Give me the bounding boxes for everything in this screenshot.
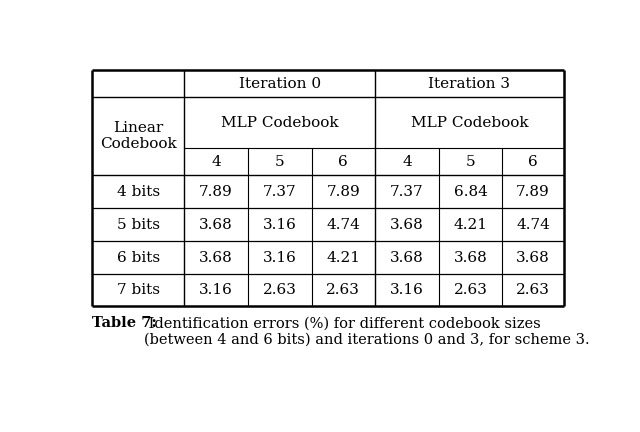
Text: 3.68: 3.68 — [390, 218, 424, 232]
Text: 3.68: 3.68 — [454, 251, 488, 265]
Text: 6: 6 — [339, 155, 348, 168]
Text: 6 bits: 6 bits — [116, 251, 160, 265]
Text: 5 bits: 5 bits — [117, 218, 160, 232]
Text: 7.37: 7.37 — [263, 185, 296, 199]
Text: 7.37: 7.37 — [390, 185, 424, 199]
Text: 6.84: 6.84 — [454, 185, 488, 199]
Text: 7.89: 7.89 — [516, 185, 550, 199]
Text: 3.16: 3.16 — [263, 251, 296, 265]
Text: 2.63: 2.63 — [326, 283, 360, 297]
Text: 4: 4 — [402, 155, 412, 168]
Text: Identification errors (%) for different codebook sizes
(between 4 and 6 bits) an: Identification errors (%) for different … — [145, 316, 590, 346]
Text: 4.21: 4.21 — [454, 218, 488, 232]
Text: 6: 6 — [528, 155, 538, 168]
Text: MLP Codebook: MLP Codebook — [221, 116, 339, 130]
Text: Iteration 0: Iteration 0 — [239, 77, 321, 91]
Text: 4 bits: 4 bits — [116, 185, 160, 199]
Text: 2.63: 2.63 — [516, 283, 550, 297]
Text: 4.74: 4.74 — [326, 218, 360, 232]
Text: 4.21: 4.21 — [326, 251, 360, 265]
Text: 3.68: 3.68 — [516, 251, 550, 265]
Text: 3.68: 3.68 — [199, 218, 233, 232]
Text: Linear
Codebook: Linear Codebook — [100, 121, 177, 151]
Text: 5: 5 — [466, 155, 476, 168]
Text: 2.63: 2.63 — [263, 283, 296, 297]
Text: 2.63: 2.63 — [454, 283, 488, 297]
Text: 5: 5 — [275, 155, 285, 168]
Text: 3.16: 3.16 — [199, 283, 233, 297]
Text: 7 bits: 7 bits — [117, 283, 160, 297]
Text: 3.16: 3.16 — [390, 283, 424, 297]
Text: 7.89: 7.89 — [326, 185, 360, 199]
Text: 4.74: 4.74 — [516, 218, 550, 232]
Text: Iteration 3: Iteration 3 — [428, 77, 510, 91]
Text: 3.16: 3.16 — [263, 218, 296, 232]
Text: Table 7:: Table 7: — [92, 316, 157, 330]
Text: 3.68: 3.68 — [199, 251, 233, 265]
Text: MLP Codebook: MLP Codebook — [410, 116, 528, 130]
Text: 7.89: 7.89 — [199, 185, 233, 199]
Text: 4: 4 — [211, 155, 221, 168]
Text: 3.68: 3.68 — [390, 251, 424, 265]
